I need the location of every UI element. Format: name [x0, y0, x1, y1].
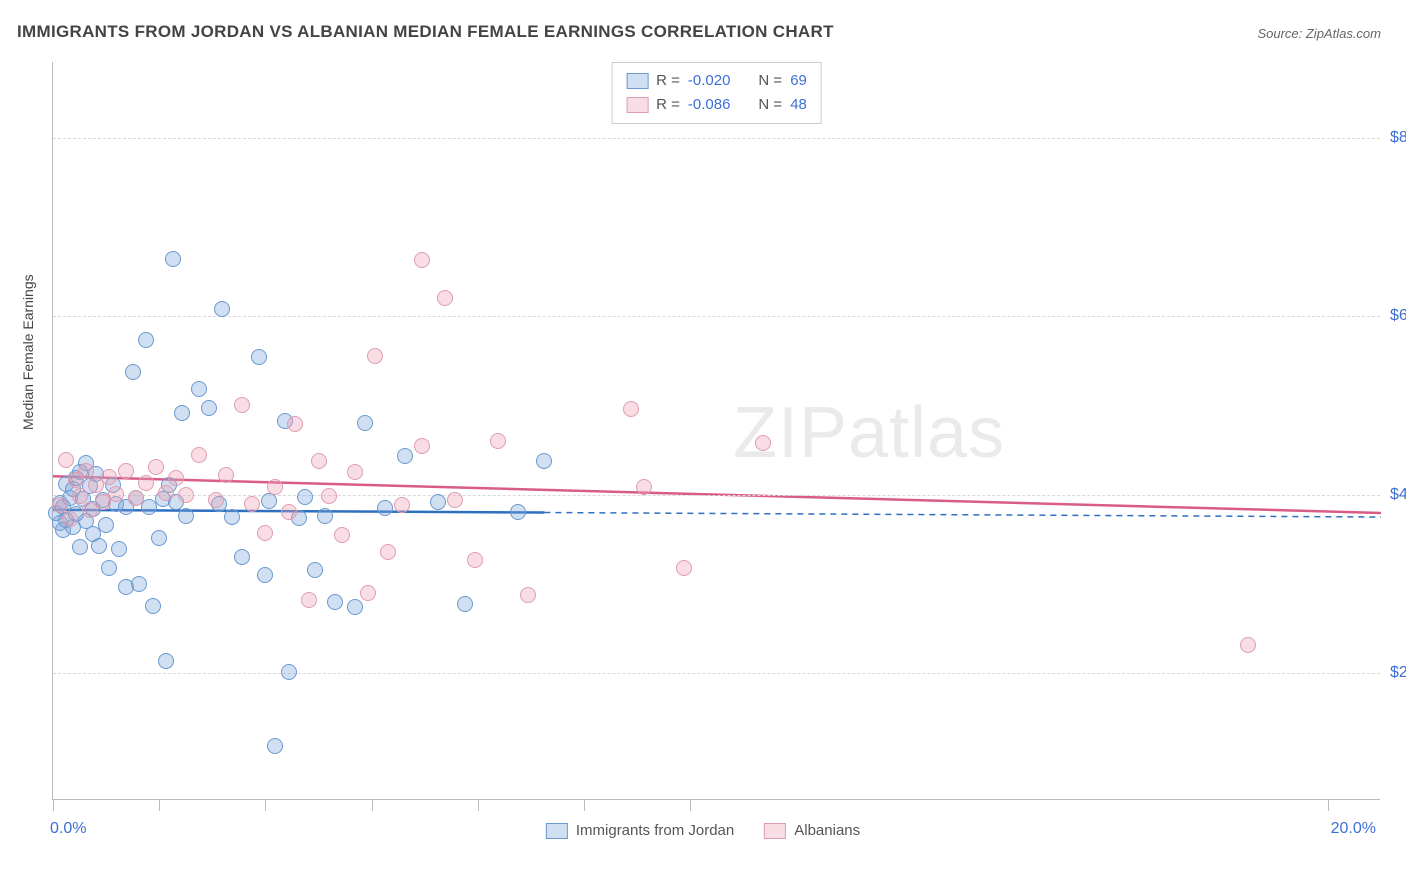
scatter-point-albanians — [178, 487, 194, 503]
scatter-point-albanians — [208, 492, 224, 508]
legend-r-value-jordan: -0.020 — [688, 69, 731, 93]
plot-area: ZIPatlas R =-0.020N =69R =-0.086N =48 $2… — [52, 62, 1380, 800]
y-tick-label: $45,000 — [1390, 486, 1406, 504]
scatter-point-jordan — [261, 493, 277, 509]
scatter-point-jordan — [297, 489, 313, 505]
scatter-point-jordan — [234, 549, 250, 565]
scatter-point-jordan — [72, 539, 88, 555]
x-tick — [53, 799, 54, 811]
x-tick — [478, 799, 479, 811]
scatter-point-albanians — [414, 438, 430, 454]
x-tick — [265, 799, 266, 811]
legend-row-jordan: R = -0.020 N = 69 — [626, 69, 807, 93]
scatter-point-albanians — [467, 552, 483, 568]
source-name: ZipAtlas.com — [1306, 26, 1381, 41]
legend-n-label: N = — [758, 69, 782, 93]
scatter-point-jordan — [347, 599, 363, 615]
x-tick — [159, 799, 160, 811]
legend-swatch-albanians — [764, 823, 786, 839]
scatter-point-jordan — [327, 594, 343, 610]
x-axis-min-label: 0.0% — [50, 820, 86, 838]
legend-r-label: R = — [656, 69, 680, 93]
scatter-point-albanians — [218, 467, 234, 483]
scatter-point-albanians — [72, 488, 88, 504]
scatter-point-albanians — [244, 496, 260, 512]
x-tick — [584, 799, 585, 811]
scatter-point-jordan — [457, 596, 473, 612]
correlation-legend: R = -0.020 N = 69 R = -0.086 N = 48 — [611, 62, 822, 124]
y-axis-label: Median Female Earnings — [20, 274, 36, 430]
legend-label-albanians: Albanians — [794, 822, 860, 839]
trend-lines-layer — [53, 62, 1380, 799]
legend-n-value-jordan: 69 — [790, 69, 807, 93]
scatter-point-albanians — [380, 544, 396, 560]
trendline-jordan-extrapolated — [544, 513, 1381, 517]
scatter-point-albanians — [191, 447, 207, 463]
scatter-point-jordan — [191, 381, 207, 397]
scatter-point-jordan — [138, 332, 154, 348]
legend-r-label: R = — [656, 93, 680, 117]
legend-swatch-jordan — [546, 823, 568, 839]
scatter-point-albanians — [676, 560, 692, 576]
y-tick-label: $62,500 — [1390, 307, 1406, 325]
scatter-point-jordan — [165, 251, 181, 267]
scatter-point-jordan — [397, 448, 413, 464]
scatter-point-albanians — [414, 252, 430, 268]
scatter-point-jordan — [178, 508, 194, 524]
legend-swatch-albanians — [626, 97, 648, 113]
scatter-point-jordan — [430, 494, 446, 510]
scatter-point-albanians — [394, 497, 410, 513]
legend-swatch-jordan — [626, 73, 648, 89]
scatter-point-albanians — [623, 401, 639, 417]
chart-title: IMMIGRANTS FROM JORDAN VS ALBANIAN MEDIA… — [17, 22, 834, 42]
legend-n-value-albanians: 48 — [790, 93, 807, 117]
scatter-point-jordan — [281, 664, 297, 680]
scatter-point-jordan — [145, 598, 161, 614]
scatter-point-jordan — [510, 504, 526, 520]
legend-label-jordan: Immigrants from Jordan — [576, 822, 734, 839]
y-tick-label: $80,000 — [1390, 129, 1406, 147]
scatter-point-albanians — [128, 490, 144, 506]
scatter-point-jordan — [201, 400, 217, 416]
scatter-point-albanians — [52, 497, 68, 513]
scatter-point-albanians — [437, 290, 453, 306]
source-attribution: Source: ZipAtlas.com — [1257, 26, 1381, 41]
x-axis-max-label: 20.0% — [1331, 820, 1376, 838]
x-tick — [690, 799, 691, 811]
scatter-point-jordan — [111, 541, 127, 557]
scatter-point-jordan — [377, 500, 393, 516]
scatter-point-albanians — [490, 433, 506, 449]
source-prefix: Source: — [1257, 26, 1305, 41]
scatter-point-albanians — [62, 511, 78, 527]
gridline-h — [53, 673, 1380, 674]
y-tick-label: $27,500 — [1390, 664, 1406, 682]
gridline-h — [53, 138, 1380, 139]
scatter-point-jordan — [251, 349, 267, 365]
legend-item-albanians: Albanians — [764, 822, 860, 839]
legend-r-value-albanians: -0.086 — [688, 93, 731, 117]
gridline-h — [53, 316, 1380, 317]
legend-item-jordan: Immigrants from Jordan — [546, 822, 734, 839]
legend-row-albanians: R = -0.086 N = 48 — [626, 93, 807, 117]
x-tick — [1328, 799, 1329, 811]
scatter-point-albanians — [281, 504, 297, 520]
scatter-point-albanians — [447, 492, 463, 508]
x-tick — [372, 799, 373, 811]
scatter-point-jordan — [91, 538, 107, 554]
legend-n-label: N = — [758, 93, 782, 117]
scatter-point-albanians — [108, 486, 124, 502]
scatter-point-albanians — [321, 488, 337, 504]
scatter-point-albanians — [148, 459, 164, 475]
series-legend: Immigrants from Jordan Albanians — [546, 822, 860, 839]
scatter-point-jordan — [158, 653, 174, 669]
scatter-point-albanians — [311, 453, 327, 469]
scatter-point-albanians — [158, 485, 174, 501]
